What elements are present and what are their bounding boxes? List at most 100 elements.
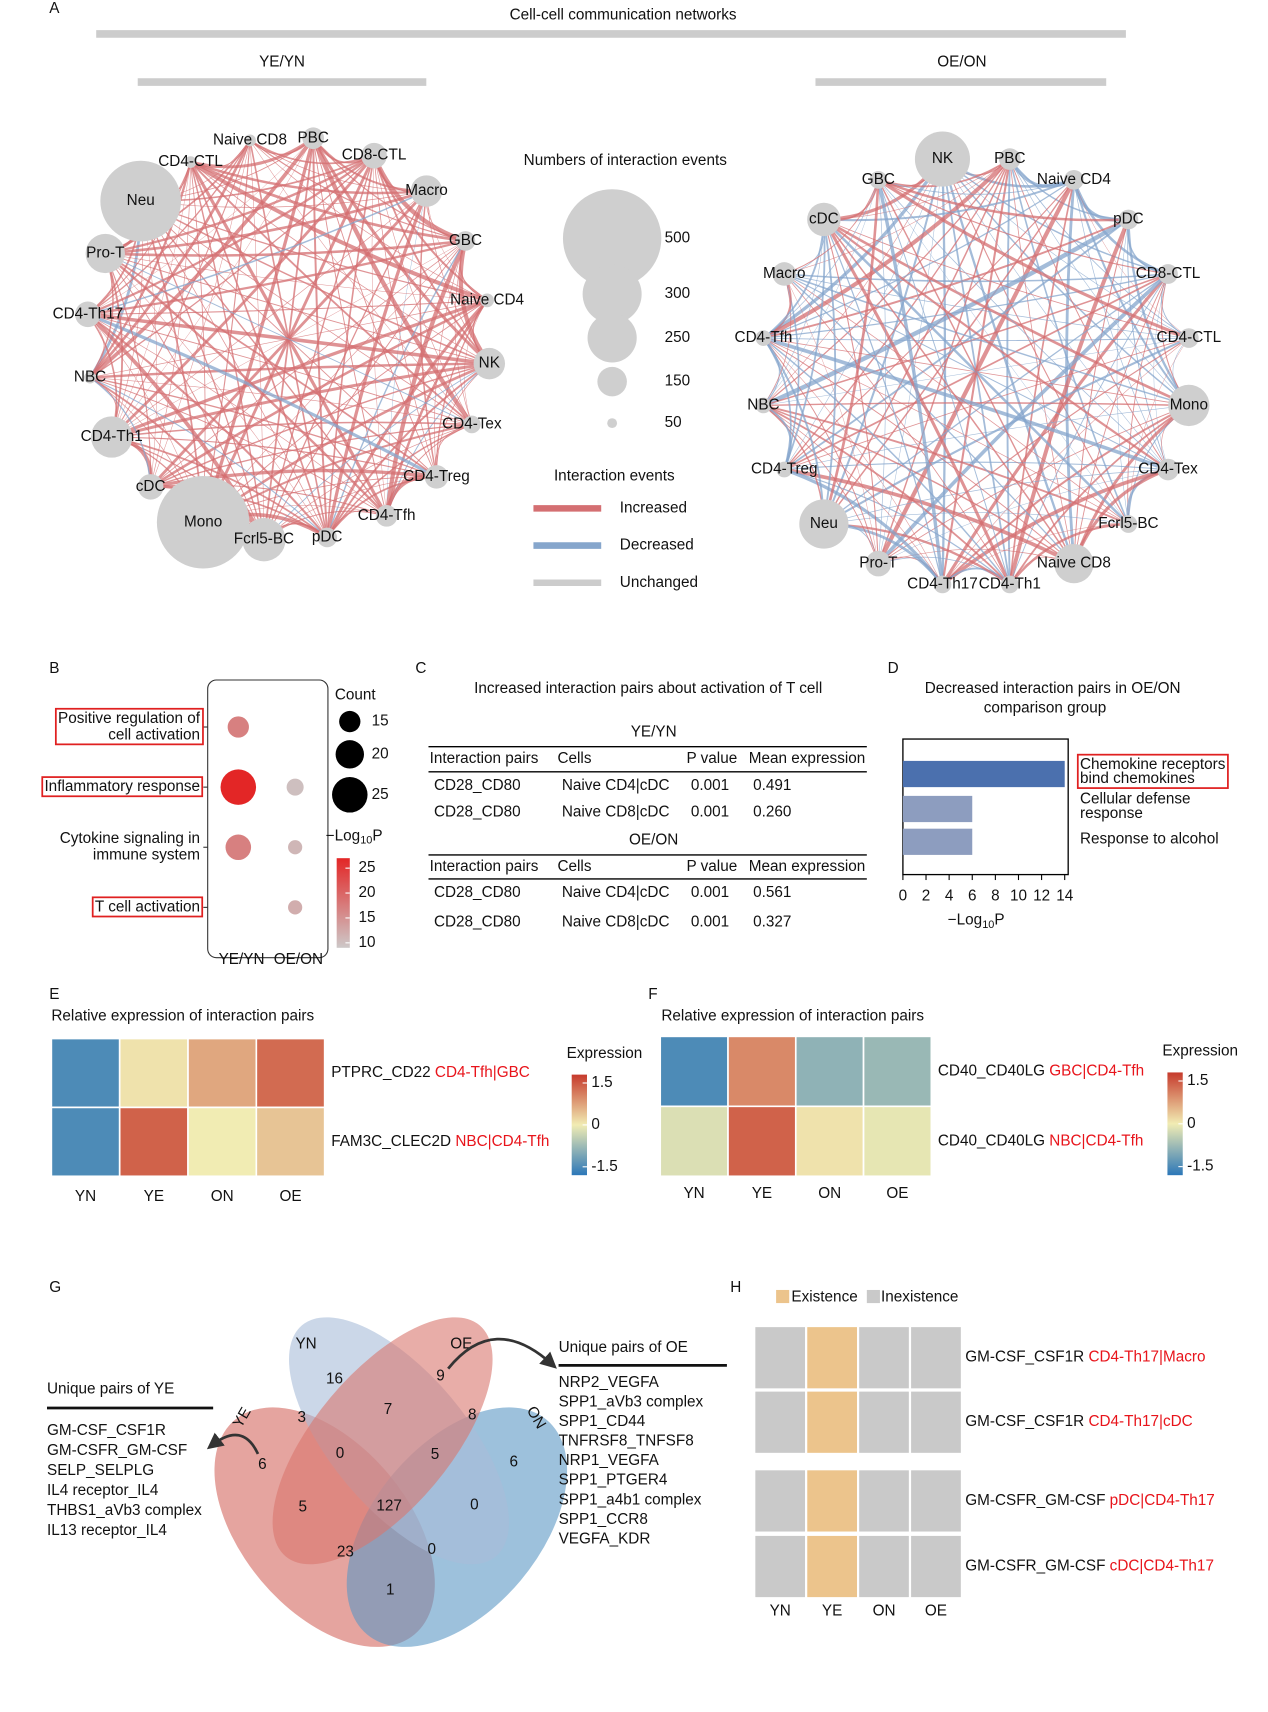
pair-name: GM-CSFR_GM-CSF (965, 1492, 1105, 1509)
edge (90, 362, 490, 379)
legend-label: Inexistence (881, 1289, 958, 1306)
edge (823, 179, 1075, 525)
edge (104, 253, 124, 438)
edge (784, 273, 879, 564)
node-label: pDC (312, 529, 343, 546)
edge (87, 161, 191, 315)
node (755, 397, 772, 414)
edge (87, 154, 375, 316)
node-label: Naive CD8 (1037, 555, 1111, 572)
venn-set (272, 1317, 493, 1565)
cell-pair: NBC|CD4-Tfh (1049, 1132, 1143, 1149)
legend-title: Expression (567, 1045, 643, 1062)
bar-label: bind chemokines (1080, 770, 1195, 787)
node-label: Neu (810, 515, 838, 532)
presence-cell (908, 1389, 964, 1456)
edge (1006, 159, 1011, 585)
count-legend-dot (339, 710, 361, 733)
edge (104, 252, 437, 478)
heat-cell (794, 1035, 865, 1108)
node-label: Naive CD4 (1037, 171, 1111, 188)
node-label: CD4-Tex (1138, 461, 1198, 478)
node (156, 476, 250, 569)
heat-cell (727, 1035, 797, 1108)
list-item: GM-CSFR_GM-CSF (47, 1442, 187, 1459)
node (455, 231, 476, 251)
size-legend-label: 250 (665, 329, 691, 346)
edge (1127, 219, 1190, 407)
x-tick-label: 4 (945, 887, 954, 904)
size-legend-circle (607, 418, 618, 429)
node-label: Fcrl5-BC (1098, 515, 1158, 532)
presence-cell (856, 1324, 912, 1391)
venn-count: 1 (386, 1582, 395, 1599)
edge (763, 404, 1129, 525)
table-cell: Naive CD4|cDC (562, 777, 670, 794)
list-item: SPP1_CD44 (559, 1413, 646, 1430)
row-label: CD40_CD40LG NBC|CD4-Tfh (938, 1132, 1143, 1149)
edge (263, 240, 466, 540)
edge (877, 178, 1190, 340)
heat-cell (187, 1106, 258, 1178)
table-cell: CD28_CD80 (434, 777, 521, 794)
table-header: Mean expression (749, 750, 865, 767)
edge (89, 376, 437, 478)
x-tick-label: YN (75, 1188, 96, 1205)
edge (878, 179, 1169, 470)
venn-count: 6 (258, 1456, 267, 1473)
size-legend-circle (597, 366, 627, 397)
presence-cell (753, 1533, 808, 1600)
edge (202, 300, 488, 523)
edge (104, 253, 265, 540)
row-label: GM-CSFR_GM-CSF pDC|CD4-Th17 (965, 1492, 1215, 1509)
edge (189, 161, 328, 538)
edge (878, 179, 1075, 195)
table-cell: 0.001 (691, 884, 729, 901)
edge (263, 155, 375, 540)
heat-cell (118, 1037, 189, 1109)
bar-label: Cellular defense (1080, 791, 1191, 808)
colorbar-label: 25 (359, 859, 376, 876)
node (410, 175, 443, 207)
list-item: TNFRSF8_TNFSF8 (559, 1433, 694, 1450)
list-item: NRP1_VEGFA (559, 1452, 660, 1469)
edge (941, 272, 1170, 586)
venn-count: 127 (376, 1497, 402, 1514)
edge (325, 299, 489, 539)
heat-cell (659, 1105, 729, 1178)
heat-cell (255, 1106, 326, 1178)
edge (783, 273, 1011, 585)
node-label: Naive CD4 (450, 291, 524, 308)
heat-cell (187, 1037, 258, 1109)
edge (822, 179, 880, 525)
table-header: P value (686, 750, 737, 767)
list-item: NRP2_VEGFA (559, 1374, 660, 1391)
size-legend-label: 150 (665, 373, 691, 390)
venn-count: 0 (470, 1496, 479, 1513)
x-tick-label: YE/YN (219, 951, 265, 968)
legend-swatch (776, 1289, 790, 1304)
edge (1072, 179, 1169, 276)
legend-title: Expression (1162, 1043, 1238, 1060)
size-legend-circle (587, 313, 637, 363)
node (1158, 264, 1178, 284)
row-label: GM-CSF_CSF1R CD4-Th17|Macro (965, 1349, 1205, 1366)
legend-label: Decreased (620, 537, 694, 554)
count-legend-dot (332, 777, 368, 813)
pair-name: GM-CSF_CSF1R (965, 1413, 1084, 1430)
panel-letter: F (648, 986, 657, 1003)
count-legend-label: 20 (372, 745, 389, 762)
legend-title: Interaction events (554, 468, 675, 485)
edge (878, 179, 1129, 525)
bar (902, 828, 973, 855)
colorbar (1167, 1072, 1183, 1176)
presence-cell (805, 1533, 860, 1600)
edge (104, 253, 152, 487)
edge (111, 298, 488, 439)
edge (140, 200, 388, 517)
node (755, 330, 772, 346)
colorbar (571, 1074, 587, 1176)
node-label: PBC (297, 129, 328, 146)
node-label: pDC (1113, 211, 1144, 228)
heat-cell (255, 1037, 326, 1109)
